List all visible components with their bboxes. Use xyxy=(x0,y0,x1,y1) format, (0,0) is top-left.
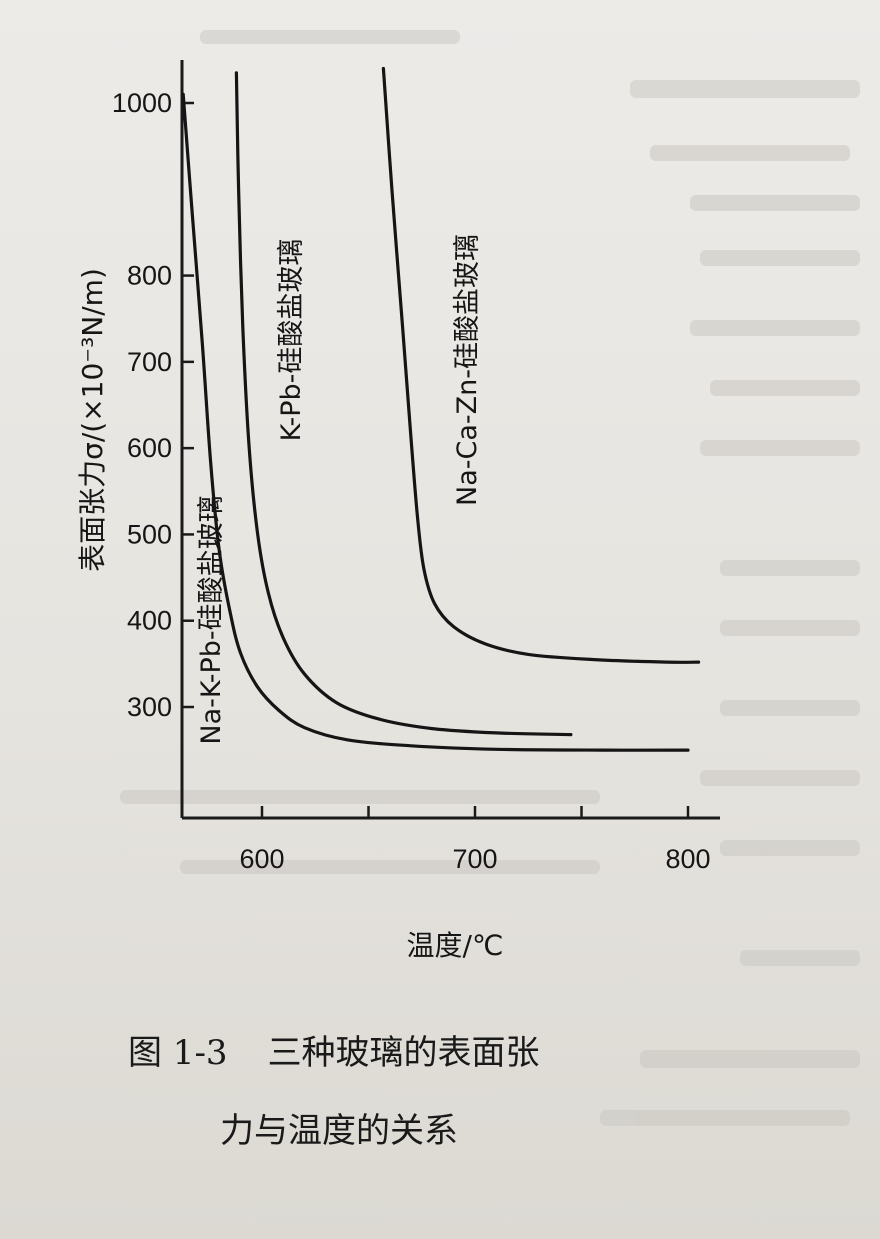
surface-tension-chart: 300 400 500 600 700 800 1000 600 700 800 温度/℃ 表面张力… xyxy=(76,60,720,962)
x-tick-label: 600 xyxy=(239,844,284,874)
y-tick-label: 600 xyxy=(127,433,172,463)
y-tick-label: 500 xyxy=(127,519,172,549)
na-k-pb-series-label: Na-K-Pb-硅酸盐玻璃 xyxy=(196,495,227,744)
caption-line-2: 力与温度的关系 xyxy=(220,1111,458,1151)
chart-labels: 温度/℃ 表面张力σ/(×10⁻³N/m) Na-K-Pb-硅酸盐玻璃 K-Pb-硅酸… xyxy=(76,234,503,962)
chart-axes xyxy=(180,60,720,820)
y-tick-label: 400 xyxy=(127,606,172,636)
k-pb-series-label: K-Pb-硅酸盐玻璃 xyxy=(276,239,307,442)
na-k-pb-silicate-glass-line xyxy=(181,92,690,752)
figure-number: 图 1-3 xyxy=(128,1033,228,1073)
chart-series-lines xyxy=(181,66,701,752)
x-axis-title: 温度/℃ xyxy=(407,929,504,962)
chart-ticks: 300 400 500 600 700 800 1000 600 700 800 xyxy=(112,88,711,874)
y-axis-title: 表面张力σ/(×10⁻³N/m) xyxy=(76,268,109,572)
x-tick-label: 800 xyxy=(665,844,710,874)
figure-caption: 图 1-3 三种玻璃的表面张 力与温度的关系 xyxy=(128,1014,688,1170)
k-pb-silicate-glass-line xyxy=(234,71,573,737)
y-tick-label: 1000 xyxy=(112,88,172,118)
y-tick-label: 300 xyxy=(127,692,172,722)
caption-line-1: 三种玻璃的表面张 xyxy=(267,1033,540,1073)
x-tick-label: 700 xyxy=(452,844,497,874)
na-ca-zn-series-label: Na-Ca-Zn-硅酸盐玻璃 xyxy=(452,234,483,506)
na-ca-zn-silicate-glass-line xyxy=(381,66,701,664)
y-tick-label: 700 xyxy=(127,347,172,377)
y-tick-label: 800 xyxy=(127,261,172,291)
